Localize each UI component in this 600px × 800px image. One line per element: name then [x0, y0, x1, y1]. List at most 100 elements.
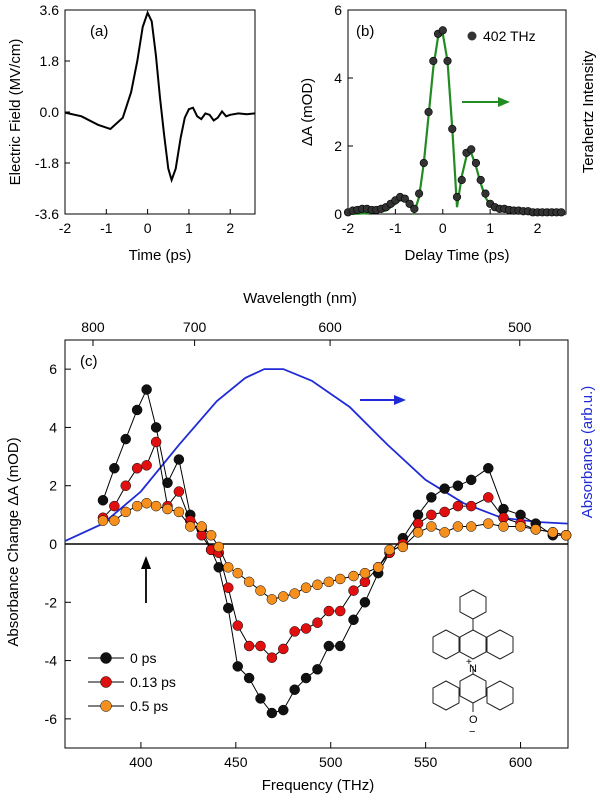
- panel-c-top-label: Wavelength (nm): [243, 290, 357, 307]
- panel-c-data-point: [359, 567, 371, 579]
- panel-c-data-point: [312, 664, 323, 675]
- panel-c-data-point: [141, 497, 152, 509]
- panel-c-y-tick-label: 6: [49, 361, 57, 377]
- panel-c-data-point: [131, 462, 143, 474]
- panel-c-data-point: [426, 521, 437, 532]
- panel-c-x-tick-label: 400: [129, 754, 153, 770]
- panel-c-data-point: [289, 684, 300, 695]
- panel-c-data-point: [255, 640, 266, 652]
- panel-c-data-point: [483, 492, 494, 503]
- panel-b-y-tick-label: 0: [334, 206, 342, 222]
- panel-a-x-tick-label: -1: [100, 220, 113, 236]
- panel-c-data-point: [255, 693, 266, 704]
- panel-c-label: (c): [80, 353, 98, 370]
- panel-a-y-tick-label: 3.6: [40, 2, 60, 18]
- panel-a-x-ticks: -2 -1 0 1 2: [59, 209, 234, 236]
- panel-c-data-point: [300, 672, 312, 684]
- panel-b-x-tick-label: 1: [486, 220, 494, 236]
- panel-b-ylabel: ΔA (mOD): [299, 78, 316, 146]
- panel-c-data-point: [205, 530, 217, 541]
- panel-a-xlabel: Time (ps): [129, 247, 192, 264]
- panel-c-data-point: [483, 462, 494, 474]
- panel-a-x-tick-label: 0: [144, 220, 152, 236]
- panel-c-x-tick-label: 600: [509, 754, 533, 770]
- panel-c-data-point: [278, 643, 289, 655]
- panel-c-data-point: [173, 486, 185, 497]
- panel-c-data-point: [120, 506, 131, 518]
- panel-c: (c) Wavelength (nm) Frequency (THz) Abso…: [5, 290, 596, 794]
- panel-c-data-point: [278, 704, 289, 716]
- panel-c-data-point: [334, 640, 346, 652]
- panel-c-data-point: [141, 384, 152, 395]
- panel-a-field-line: [64, 10, 256, 184]
- panel-c-data-point: [97, 495, 109, 506]
- panel-c-data-point: [173, 454, 185, 465]
- panel-c-data-point: [222, 602, 234, 614]
- panel-c-data-point: [120, 433, 131, 445]
- panel-c-data-point: [131, 500, 143, 512]
- ring-top: [459, 589, 487, 620]
- panel-c-top-tick-label: 500: [508, 319, 532, 335]
- panel-c-y-tick-label: 4: [49, 419, 57, 435]
- panel-c-data-point: [312, 579, 323, 591]
- panel-c-y-ticks: 6 4 2 0 -2 -4 -6: [45, 361, 71, 727]
- panel-c-series-line: [102, 440, 567, 659]
- legend-marker: [100, 652, 112, 664]
- panel-c-data-point: [323, 576, 335, 588]
- ring-right: [486, 629, 514, 660]
- panel-c-data-point: [426, 509, 437, 521]
- panel-a-y-tick-label: -1.8: [35, 155, 59, 171]
- panel-c-series: [97, 384, 572, 719]
- panel-c-series-line: [103, 502, 567, 600]
- panel-c-data-point: [348, 585, 359, 596]
- ring-left: [432, 629, 460, 660]
- panel-b-points: [343, 26, 566, 217]
- panel-b-x-ticks: -2 -1 0 1 2: [342, 209, 542, 236]
- legend-marker: [100, 676, 112, 688]
- panel-c-data-point: [255, 585, 266, 596]
- panel-b: (b) Delay Time (ps) ΔA (mOD) Terahertz I…: [299, 2, 597, 264]
- panel-c-data-point: [560, 530, 572, 541]
- panel-b-label: (b): [356, 23, 374, 40]
- panel-c-data-point: [412, 527, 424, 538]
- panel-c-data-point: [289, 588, 300, 599]
- panel-c-data-point: [439, 506, 450, 518]
- panel-c-data-point: [109, 515, 120, 526]
- panel-b-x-tick-label: -1: [389, 220, 402, 236]
- panel-a-ylabel: Electric Field (MV/cm): [7, 39, 24, 186]
- panel-c-data-point: [278, 591, 289, 602]
- panel-c-legend: 0 ps 0.13 ps 0.5 ps: [88, 650, 176, 714]
- panel-c-data-point: [372, 562, 384, 573]
- panel-b-y-tick-label: 4: [334, 70, 342, 86]
- legend-label: 0.13 ps: [130, 674, 176, 690]
- panel-b-right-label: Terahertz Intensity: [580, 50, 597, 173]
- panel-c-data-point: [465, 500, 477, 512]
- panel-c-data-point: [334, 573, 346, 585]
- panel-c-data-point: [243, 672, 255, 684]
- panel-b-thz-line: [347, 31, 566, 216]
- panel-b-data-point: [448, 124, 457, 134]
- panel-c-data-point: [323, 640, 335, 652]
- panel-c-data-point: [141, 460, 152, 471]
- panel-a-x-tick-label: 1: [185, 220, 193, 236]
- panel-c-data-point: [384, 544, 395, 556]
- panel-c-data-point: [266, 652, 278, 663]
- legend-label: 0 ps: [130, 650, 156, 666]
- panel-b-data-point: [452, 192, 462, 202]
- panel-c-data-point: [300, 582, 312, 593]
- panel-c-x-tick-label: 450: [224, 754, 248, 770]
- panel-c-data-point: [312, 617, 323, 628]
- ring-pyridinium: [459, 629, 487, 660]
- panel-c-ylabel: Absorbance Change ΔA (mOD): [5, 437, 22, 646]
- panel-c-y-tick-label: -4: [45, 653, 58, 669]
- panel-c-data-point: [120, 480, 131, 491]
- panel-a-x-tick-label: 2: [226, 220, 234, 236]
- panel-c-data-point: [109, 500, 120, 512]
- panel-c-data-point: [348, 614, 359, 626]
- panel-c-data-point: [323, 605, 335, 617]
- ring-left-lower: [432, 680, 460, 711]
- panel-c-y-tick-label: -6: [45, 711, 58, 727]
- panel-c-data-point: [150, 422, 162, 433]
- panel-b-legend-marker: [467, 31, 477, 41]
- panel-c-y-tick-label: -2: [45, 594, 58, 610]
